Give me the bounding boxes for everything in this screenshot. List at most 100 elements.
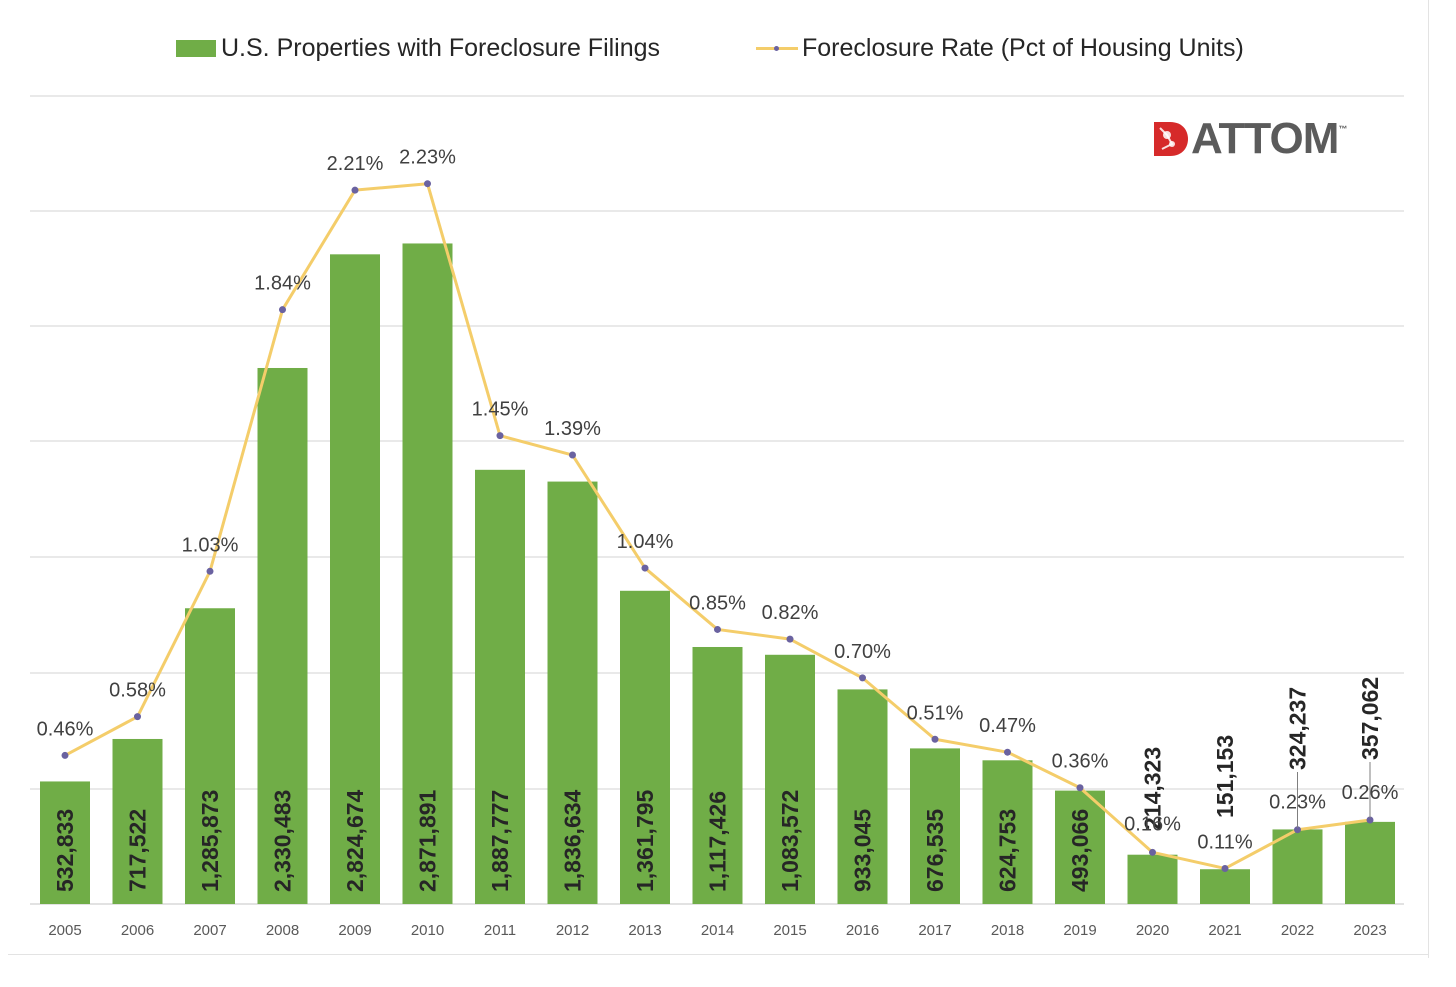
rate-value-label: 2.23% bbox=[399, 147, 456, 169]
bar-2010[interactable] bbox=[402, 243, 453, 904]
attom-logo: ATTOM ™ bbox=[1150, 114, 1347, 164]
bar-2017[interactable] bbox=[910, 748, 960, 904]
bar-2015[interactable] bbox=[765, 654, 815, 904]
bars bbox=[40, 243, 1395, 905]
bar-value-label: 2,330,483 bbox=[270, 790, 296, 892]
rate-value-label: 0.47% bbox=[979, 715, 1036, 737]
rate-marker-2020[interactable] bbox=[1149, 848, 1156, 856]
bar-value-label: 717,522 bbox=[125, 809, 151, 892]
rate-marker-2019[interactable] bbox=[1076, 784, 1084, 792]
rate-marker-2012[interactable] bbox=[569, 451, 576, 459]
bar-2005[interactable] bbox=[40, 781, 90, 904]
x-tick-label: 2012 bbox=[556, 922, 589, 939]
bar-2009[interactable] bbox=[330, 254, 380, 905]
rate-value-label: 0.51% bbox=[907, 702, 964, 724]
rate-value-label: 0.46% bbox=[37, 718, 94, 740]
bar-value-label: 214,323 bbox=[1140, 747, 1166, 830]
bar-value-label: 2,824,674 bbox=[342, 789, 368, 892]
rate-value-label: 1.04% bbox=[617, 531, 674, 553]
rate-value-label: 2.21% bbox=[327, 153, 384, 175]
x-tick-label: 2010 bbox=[411, 922, 444, 939]
frame-border-right bbox=[1428, 0, 1429, 958]
rate-value-label: 0.58% bbox=[109, 680, 166, 702]
x-tick-label: 2020 bbox=[1136, 922, 1169, 939]
bar-2023[interactable] bbox=[1345, 821, 1395, 904]
bar-2018[interactable] bbox=[982, 760, 1033, 904]
rate-value-label: 1.03% bbox=[182, 534, 239, 556]
rate-marker-2006[interactable] bbox=[134, 713, 141, 721]
x-tick-label: 2008 bbox=[266, 922, 299, 939]
rate-value-label: 1.45% bbox=[472, 399, 529, 421]
legend-item-rate[interactable]: Foreclosure Rate (Pct of Housing Units) bbox=[756, 28, 1244, 68]
bar-2006[interactable] bbox=[112, 738, 163, 904]
rate-marker-2018[interactable] bbox=[1004, 748, 1011, 756]
bar-2020[interactable] bbox=[1127, 854, 1178, 904]
frame-border-bottom bbox=[8, 954, 1429, 955]
rate-value-label: 0.85% bbox=[689, 592, 746, 614]
bar-value-label: 493,066 bbox=[1067, 809, 1093, 892]
rate-value-label: 0.70% bbox=[834, 641, 891, 663]
rate-marker-2008[interactable] bbox=[279, 306, 286, 314]
bar-value-label: 1,887,777 bbox=[487, 790, 513, 892]
bar-value-label: 1,285,873 bbox=[197, 790, 223, 892]
bar-2016[interactable] bbox=[837, 689, 888, 904]
bar-2014[interactable] bbox=[692, 646, 743, 904]
bar-value-label: 151,153 bbox=[1212, 735, 1238, 818]
attom-logo-trademark: ™ bbox=[1338, 124, 1348, 134]
rate-marker-2009[interactable] bbox=[351, 186, 359, 194]
bar-2008[interactable] bbox=[257, 367, 308, 905]
x-tick-label: 2016 bbox=[846, 922, 879, 939]
bar-value-label: 357,062 bbox=[1357, 677, 1383, 760]
rate-value-label: 0.82% bbox=[762, 602, 819, 624]
rate-marker-2007[interactable] bbox=[206, 567, 214, 575]
x-tick-label: 2023 bbox=[1353, 922, 1386, 939]
rate-marker-2014[interactable] bbox=[714, 625, 721, 633]
bar-value-label: 1,117,426 bbox=[705, 791, 731, 892]
x-tick-label: 2009 bbox=[338, 922, 371, 939]
rate-marker-2013[interactable] bbox=[641, 564, 649, 572]
bar-value-label: 1,083,572 bbox=[777, 790, 803, 892]
rate-value-label: 1.39% bbox=[544, 418, 601, 440]
rate-marker-2023[interactable] bbox=[1366, 816, 1374, 824]
rate-value-label: 0.16% bbox=[1124, 813, 1181, 835]
legend-label-rate: Foreclosure Rate (Pct of Housing Units) bbox=[802, 33, 1244, 62]
bar-value-label: 676,535 bbox=[922, 809, 948, 892]
bar-2022[interactable] bbox=[1272, 829, 1323, 904]
rate-marker-2021[interactable] bbox=[1221, 864, 1229, 872]
bar-value-label: 624,753 bbox=[995, 809, 1021, 892]
bar-2011[interactable] bbox=[475, 469, 525, 904]
bar-2013[interactable] bbox=[620, 590, 670, 904]
bar-value-label: 1,361,795 bbox=[632, 789, 658, 892]
rate-value-label: 1.84% bbox=[254, 273, 311, 295]
x-tick-label: 2022 bbox=[1281, 922, 1314, 939]
legend-label-filings: U.S. Properties with Foreclosure Filings bbox=[221, 33, 661, 62]
x-tick-label: 2019 bbox=[1063, 922, 1096, 939]
legend-item-filings[interactable]: U.S. Properties with Foreclosure Filings bbox=[176, 28, 660, 68]
rate-marker-2017[interactable] bbox=[931, 735, 939, 743]
legend-bar-swatch bbox=[176, 39, 216, 57]
bar-value-labels: 532,833 717,522 1,285,873 2,330,483 2,824,67… bbox=[52, 677, 1383, 892]
x-tick-label: 2018 bbox=[991, 922, 1024, 939]
attom-logo-icon bbox=[1154, 122, 1188, 156]
bar-value-label: 324,237 bbox=[1285, 687, 1311, 770]
rate-marker-2015[interactable] bbox=[786, 635, 794, 643]
x-tick-label: 2015 bbox=[773, 922, 806, 939]
rate-marker-2016[interactable] bbox=[859, 674, 866, 682]
bar-value-label: 532,833 bbox=[52, 809, 78, 892]
rate-marker-2010[interactable] bbox=[424, 180, 431, 188]
bar-2021[interactable] bbox=[1200, 869, 1250, 904]
chart-legend: U.S. Properties with Foreclosure Filings… bbox=[0, 28, 1456, 68]
rate-value-label: 0.11% bbox=[1197, 831, 1252, 853]
bar-value-label: 933,045 bbox=[850, 809, 876, 892]
bar-2012[interactable] bbox=[547, 481, 598, 904]
bar-2007[interactable] bbox=[185, 608, 235, 904]
rate-marker-2011[interactable] bbox=[496, 432, 504, 440]
x-tick-label: 2006 bbox=[121, 922, 154, 939]
rate-marker-2022[interactable] bbox=[1294, 826, 1301, 834]
bar-2019[interactable] bbox=[1055, 790, 1105, 904]
rate-marker-2005[interactable] bbox=[61, 751, 69, 759]
rate-value-label: 0.26% bbox=[1342, 782, 1399, 804]
bar-value-label: 2,871,891 bbox=[415, 789, 441, 892]
